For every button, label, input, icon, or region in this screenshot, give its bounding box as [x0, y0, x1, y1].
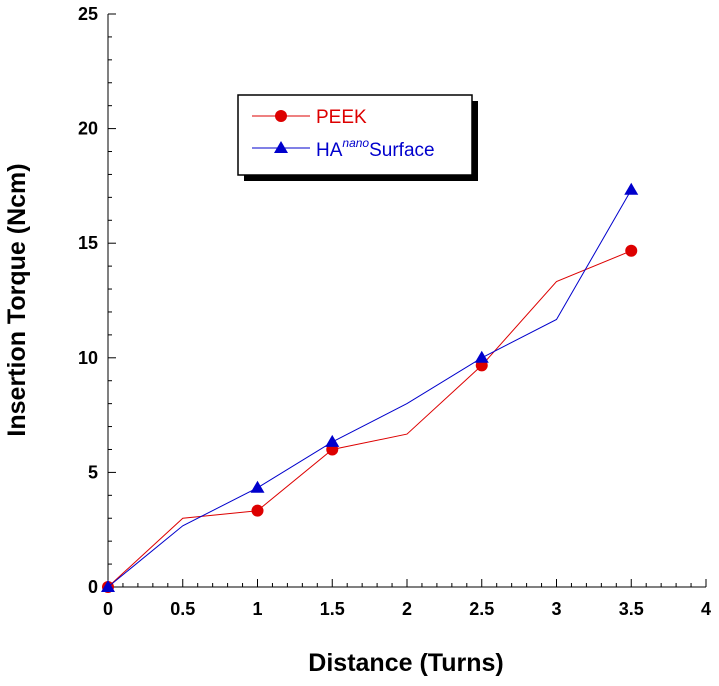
x-tick-label: 1	[252, 599, 262, 619]
y-axis-title: Insertion Torque (Ncm)	[3, 163, 31, 436]
y-tick-label: 25	[78, 4, 98, 24]
y-tick-label: 10	[78, 348, 98, 368]
legend-ha-label-base: HA	[316, 140, 343, 161]
y-tick-label: 20	[78, 119, 98, 139]
y-tick-label: 15	[78, 233, 98, 253]
legend: PEEK HAnanoSurface	[237, 94, 478, 181]
x-tick-label: 3.5	[619, 599, 644, 619]
x-tick-label: 3	[551, 599, 561, 619]
data-point-triangle	[250, 480, 265, 493]
legend-ha-label-tail: Surface	[369, 140, 434, 161]
legend-peek-marker	[275, 110, 287, 122]
data-point-triangle	[101, 580, 115, 592]
data-point-circle	[251, 504, 264, 517]
data-point-triangle	[325, 434, 340, 447]
legend-ha-label-sup: nano	[342, 136, 369, 150]
ticks: 0 0.5 1 1.5 2 2.5 3 3.5 4 0 5 10 15 20 25	[78, 4, 711, 619]
y-tick-label: 5	[88, 462, 98, 482]
x-tick-label: 0.5	[170, 599, 195, 619]
data-point-triangle	[624, 182, 639, 195]
x-tick-label: 0	[103, 599, 113, 619]
y-tick-label: 0	[88, 577, 98, 597]
data-point-circle	[625, 244, 638, 257]
legend-ha-label: HAnanoSurface	[316, 136, 435, 161]
x-tick-label: 4	[701, 599, 711, 619]
legend-ha-marker	[274, 141, 288, 153]
legend-peek-label: PEEK	[316, 107, 367, 128]
x-tick-label: 2.5	[469, 599, 494, 619]
x-tick-label: 1.5	[320, 599, 345, 619]
data-point-triangle	[474, 350, 489, 363]
series-line-0	[107, 250, 632, 588]
series-group	[101, 182, 639, 593]
series-line-1	[107, 189, 632, 588]
x-axis-title: Distance (Turns)	[308, 649, 503, 677]
x-tick-label: 2	[402, 599, 412, 619]
legend-box	[237, 94, 473, 176]
